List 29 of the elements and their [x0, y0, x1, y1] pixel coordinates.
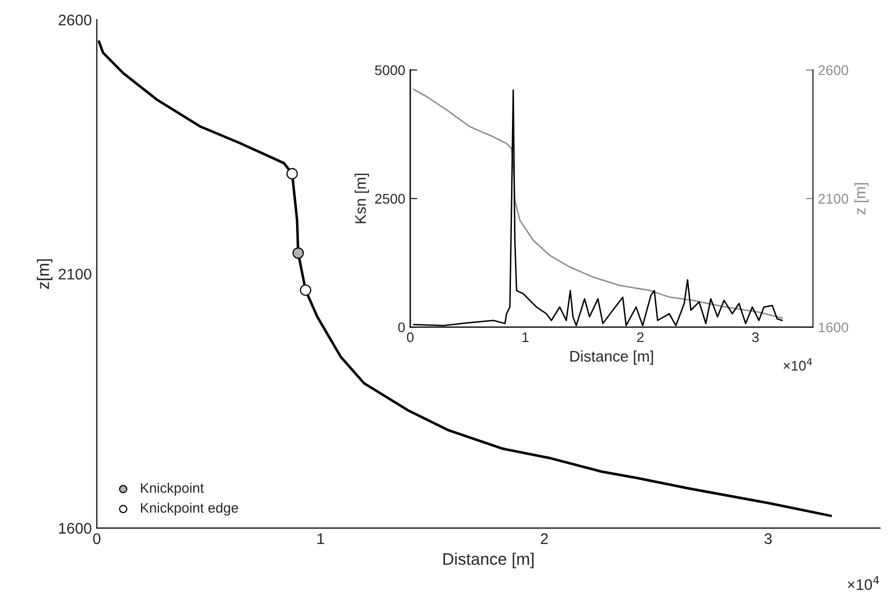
y-tick-label: 0 — [398, 322, 405, 332]
point — [300, 284, 312, 296]
legend-label: Knickpoint — [140, 482, 204, 496]
x-tick-label: 2 — [637, 332, 644, 342]
x-tick-label: 1 — [317, 533, 324, 544]
y-tick-label: 1600 — [59, 522, 92, 534]
x-tick-label: 2 — [540, 533, 548, 544]
y-tick-label: 5000 — [375, 65, 405, 76]
y-tick-label: 2600 — [58, 14, 92, 26]
y-axis-title: Ksn [m] — [354, 174, 369, 224]
annotation: ×10$^{4}$ — [784, 358, 812, 371]
y2-axis-title: z [m] — [854, 183, 869, 214]
text: ×10$^{4}$ — [848, 576, 879, 590]
y-axis-title: z[m] — [36, 259, 52, 289]
x-tick-label: 0 — [406, 332, 414, 342]
x-tick-label: 0 — [93, 533, 100, 544]
y2-tick-label: 2100 — [818, 194, 848, 204]
point — [286, 168, 298, 180]
y-tick-label: 2500 — [375, 194, 405, 204]
legend-label: Knickpoint edge — [140, 502, 238, 516]
point — [292, 247, 304, 259]
x-tick-label: 1 — [522, 332, 528, 342]
x-tick-label: 3 — [764, 533, 772, 544]
x-axis-title: Distance [m] — [443, 552, 534, 568]
y-tick-label: 2100 — [58, 268, 92, 280]
x-tick-label: 3 — [752, 332, 759, 342]
y2-tick-label: 1600 — [818, 322, 848, 332]
x-axis-title: Distance [m] — [570, 350, 653, 365]
y2-tick-label: 2600 — [818, 65, 848, 76]
